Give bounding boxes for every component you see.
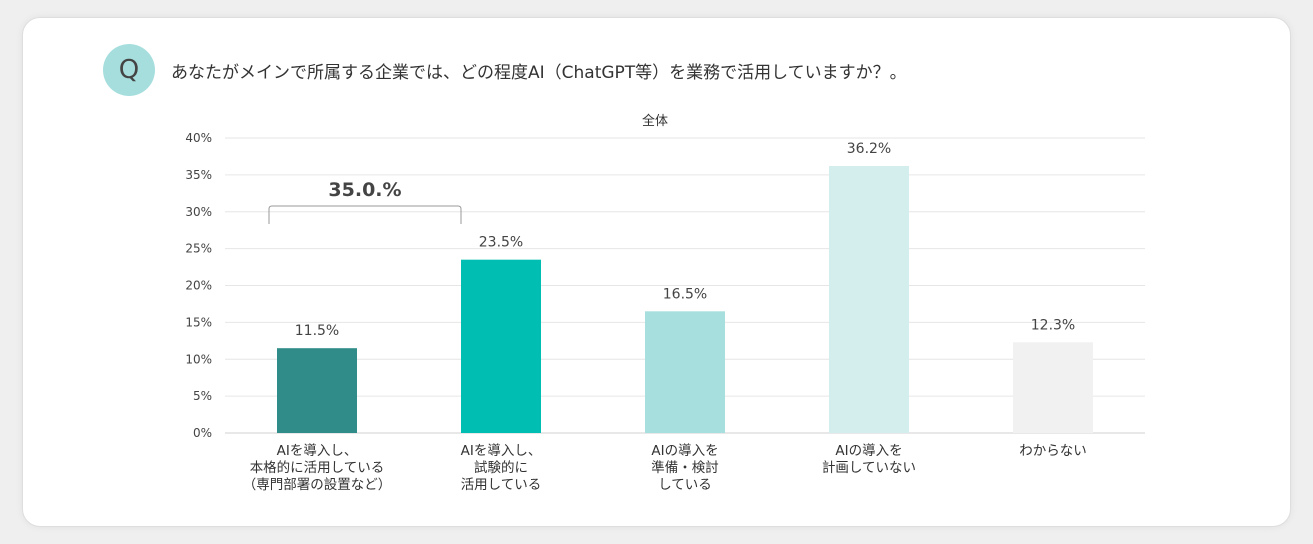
y-tick-label: 0% (193, 426, 212, 440)
bar-value-label: 23.5% (479, 235, 523, 251)
category-label-line: している (658, 477, 712, 493)
chart-title: 全体 (642, 113, 668, 129)
y-tick-label: 30% (185, 205, 212, 219)
chart-value-labels: 11.5% 23.5% 16.5% 36.2% 12.3% (295, 141, 1075, 339)
category-label-line: （専門部署の設置など） (243, 477, 392, 493)
y-tick-label: 25% (185, 242, 212, 256)
category-label-line: AIを導入し、 (277, 443, 358, 459)
category-label-line: 活用している (461, 477, 542, 493)
y-tick-label: 40% (185, 131, 212, 145)
question-card (22, 17, 1291, 527)
bar-value-label: 11.5% (295, 323, 339, 339)
x-axis-category-labels: AIを導入し、本格的に活用している（専門部署の設置など）AIを導入し、試験的に活… (243, 443, 1087, 493)
question-text: あなたがメインで所属する企業では、どの程度AI（ChatGPT等）を業務で活用し… (171, 63, 907, 83)
category-label-line: わからない (1019, 443, 1087, 459)
category-label-line: AIの導入を (835, 443, 902, 459)
y-axis-tick-labels: 0% 5% 10% 15% 20% 25% 30% 35% 40% (185, 131, 212, 440)
y-tick-label: 15% (185, 315, 212, 329)
chart-bars (277, 166, 1093, 433)
bar-value-label: 36.2% (847, 141, 891, 157)
bar-value-label: 12.3% (1031, 317, 1075, 333)
bar (277, 348, 357, 433)
y-tick-label: 5% (193, 389, 212, 403)
category-label-line: 計画していない (822, 460, 916, 476)
bar (1013, 342, 1093, 433)
y-tick-label: 20% (185, 279, 212, 293)
y-tick-label: 10% (185, 352, 212, 366)
y-tick-label: 35% (185, 168, 212, 182)
sum-annotation: 35.0.% (268, 179, 462, 224)
category-label-line: AIを導入し、 (461, 443, 542, 459)
category-label-line: AIの導入を (651, 443, 718, 459)
category-label-line: 試験的に (474, 460, 528, 476)
bar-value-label: 16.5% (663, 286, 707, 302)
bar (461, 259, 541, 433)
bar (829, 166, 909, 433)
category-label-line: 本格的に活用している (250, 460, 385, 476)
question-badge-label: Q (118, 55, 140, 85)
question-badge: Q (103, 44, 155, 96)
sum-bracket (268, 205, 462, 224)
bar (645, 311, 725, 433)
sum-label: 35.0.% (328, 179, 401, 201)
category-label-line: 準備・検討 (651, 460, 719, 476)
